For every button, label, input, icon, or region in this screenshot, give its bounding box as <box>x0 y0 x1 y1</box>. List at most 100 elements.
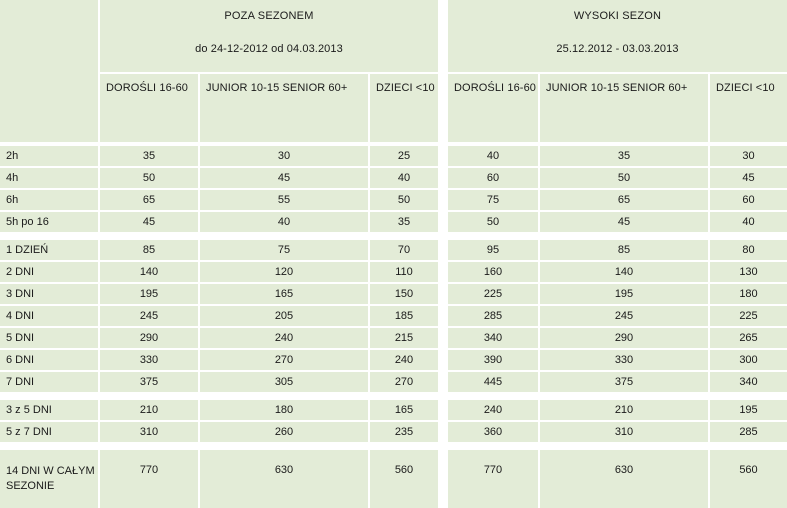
price-cell: 225 <box>448 284 538 304</box>
price-cell: 40 <box>710 212 787 232</box>
price-cell: 375 <box>100 372 198 392</box>
row-label: 3 DNI <box>0 284 98 304</box>
category-header-1-3: DZIECI <10 <box>370 74 438 142</box>
price-cell: 375 <box>540 372 708 392</box>
price-cell: 285 <box>448 306 538 326</box>
category-header-2-1: DOROŚLI 16-60 <box>448 74 538 142</box>
price-cell: 270 <box>200 350 368 370</box>
price-cell: 85 <box>540 240 708 260</box>
price-cell: 30 <box>710 146 787 166</box>
price-cell: 240 <box>448 400 538 420</box>
row-label-text: 6 DNI <box>6 353 35 366</box>
row-label: 3 z 5 DNI <box>0 400 98 420</box>
row-label-text: 5 DNI <box>6 331 35 344</box>
row-label-line-1: 14 DNI W CAŁYM <box>6 465 95 477</box>
price-cell: 180 <box>200 400 368 420</box>
price-cell: 245 <box>540 306 708 326</box>
price-cell: 330 <box>100 350 198 370</box>
price-cell: 40 <box>370 168 438 188</box>
row-label-text: 4h <box>6 171 19 184</box>
price-cell: 60 <box>710 190 787 210</box>
price-cell: 270 <box>370 372 438 392</box>
price-cell: 185 <box>370 306 438 326</box>
row-label-text: 4 DNI <box>6 309 35 322</box>
price-cell: 60 <box>448 168 538 188</box>
price-cell: 165 <box>200 284 368 304</box>
price-cell: 215 <box>370 328 438 348</box>
category-header-1-1: DOROŚLI 16-60 <box>100 74 198 142</box>
price-cell: 260 <box>200 422 368 442</box>
season-dates: 25.12.2012 - 03.03.2013 <box>556 43 679 55</box>
price-cell: 65 <box>540 190 708 210</box>
corner-blank-cell <box>0 0 98 142</box>
row-label: 5 DNI <box>0 328 98 348</box>
price-cell: 210 <box>100 400 198 420</box>
row-label: 5 z 7 DNI <box>0 422 98 442</box>
price-cell: 70 <box>370 240 438 260</box>
price-cell: 195 <box>710 400 787 420</box>
season-name: POZA SEZONEM <box>224 10 314 22</box>
price-cell: 180 <box>710 284 787 304</box>
price-cell: 340 <box>710 372 787 392</box>
row-label: 6h <box>0 190 98 210</box>
row-label: 2 DNI <box>0 262 98 282</box>
price-cell: 80 <box>710 240 787 260</box>
row-label: 14 DNI W CAŁYM SEZONIE <box>0 450 98 508</box>
row-label-text: 5h po 16 <box>6 215 49 228</box>
season-name: WYSOKI SEZON <box>573 10 662 22</box>
price-cell: 560 <box>710 450 787 508</box>
price-cell: 770 <box>448 450 538 508</box>
price-cell: 285 <box>710 422 787 442</box>
price-cell: 300 <box>710 350 787 370</box>
price-cell: 290 <box>540 328 708 348</box>
price-cell: 305 <box>200 372 368 392</box>
price-cell: 195 <box>540 284 708 304</box>
row-label-line-2: SEZONIE <box>6 480 55 492</box>
price-cell: 560 <box>370 450 438 508</box>
row-label-text: 3 DNI <box>6 287 35 300</box>
price-cell: 50 <box>540 168 708 188</box>
price-cell: 340 <box>448 328 538 348</box>
price-cell: 290 <box>100 328 198 348</box>
row-label-text: 6h <box>6 193 19 206</box>
price-cell: 40 <box>448 146 538 166</box>
price-cell: 50 <box>370 190 438 210</box>
row-label: 4 DNI <box>0 306 98 326</box>
price-cell: 360 <box>448 422 538 442</box>
category-header-1-2: JUNIOR 10-15 SENIOR 60+ <box>200 74 368 142</box>
price-cell: 205 <box>200 306 368 326</box>
price-cell: 140 <box>100 262 198 282</box>
row-label: 7 DNI <box>0 372 98 392</box>
row-label-text: 2 DNI <box>6 265 35 278</box>
row-label-text: 1 DZIEŃ <box>6 243 49 256</box>
price-cell: 445 <box>448 372 538 392</box>
price-cell: 55 <box>200 190 368 210</box>
price-cell: 95 <box>448 240 538 260</box>
price-cell: 120 <box>200 262 368 282</box>
price-cell: 390 <box>448 350 538 370</box>
price-cell: 150 <box>370 284 438 304</box>
row-label-text: 2h <box>6 149 19 162</box>
price-cell: 130 <box>710 262 787 282</box>
season-header-1: POZA SEZONEM do 24-12-2012 od 04.03.2013 <box>100 0 438 72</box>
price-cell: 45 <box>710 168 787 188</box>
row-label-text: 3 z 5 DNI <box>6 403 52 416</box>
price-cell: 65 <box>100 190 198 210</box>
price-cell: 140 <box>540 262 708 282</box>
row-label-text: 5 z 7 DNI <box>6 425 52 438</box>
season-dates: do 24-12-2012 od 04.03.2013 <box>195 43 343 55</box>
price-cell: 265 <box>710 328 787 348</box>
price-cell: 110 <box>370 262 438 282</box>
category-header-2-2: JUNIOR 10-15 SENIOR 60+ <box>540 74 708 142</box>
price-cell: 40 <box>200 212 368 232</box>
row-label-text: 7 DNI <box>6 375 35 388</box>
category-header-2-3: DZIECI <10 <box>710 74 787 142</box>
price-cell: 225 <box>710 306 787 326</box>
price-cell: 235 <box>370 422 438 442</box>
price-cell: 50 <box>448 212 538 232</box>
price-cell: 240 <box>200 328 368 348</box>
price-cell: 25 <box>370 146 438 166</box>
price-cell: 35 <box>100 146 198 166</box>
row-label: 1 DZIEŃ <box>0 240 98 260</box>
